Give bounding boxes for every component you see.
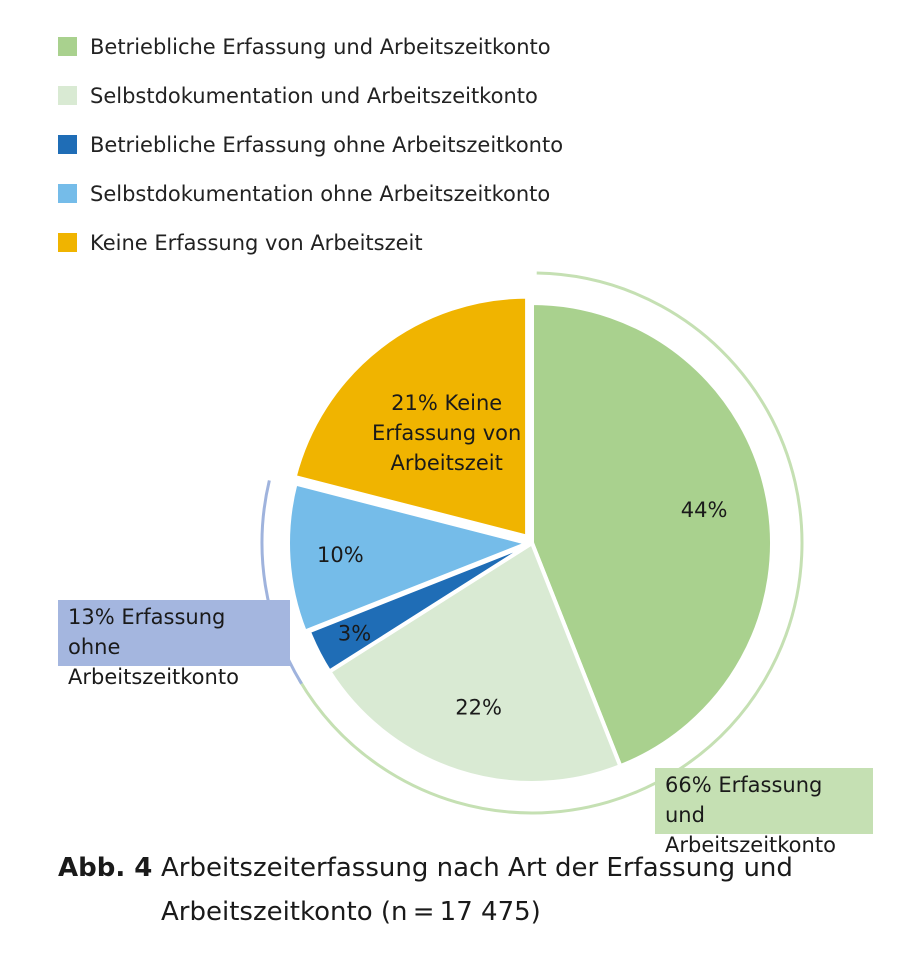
caption-text: Arbeitszeiterfassung nach Art der Erfass…: [161, 853, 793, 927]
legend-swatch: [58, 86, 77, 105]
group-callout-with-account: 66% Erfassung und Arbeitszeitkonto: [655, 768, 873, 857]
pie-slice: [292, 294, 530, 540]
legend-label: Selbstdokumentation und Arbeitszeitkonto: [90, 83, 538, 108]
group-arc-with-account: [297, 271, 804, 815]
pie-slice: [286, 481, 535, 635]
legend-item: Selbstdokumentation und Arbeitszeitkonto: [58, 71, 563, 120]
legend-label: Keine Erfassung von Arbeitszeit: [90, 230, 423, 255]
legend-item: Betriebliche Erfassung ohne Arbeitszeitk…: [58, 120, 563, 169]
legend-swatch: [58, 184, 77, 203]
legend-swatch: [58, 233, 77, 252]
slice-label: 44%: [681, 498, 728, 522]
legend-label: Selbstdokumentation ohne Arbeitszeitkont…: [90, 181, 551, 206]
pie-slice: [326, 540, 623, 785]
legend-item: Selbstdokumentation ohne Arbeitszeitkont…: [58, 169, 563, 218]
slice-label: 21% Keine Erfassung von Arbeitszeit: [372, 391, 521, 475]
legend-swatch: [58, 37, 77, 56]
legend-label: Betriebliche Erfassung ohne Arbeitszeitk…: [90, 132, 564, 157]
legend-item: Betriebliche Erfassung und Arbeitszeitko…: [58, 22, 563, 71]
group-callout-without-account: 13% Erfassung ohne Arbeitszeitkonto: [58, 600, 290, 689]
legend-swatch: [58, 135, 77, 154]
caption-label: Abb. 4: [58, 853, 153, 883]
pie-slice: [530, 300, 774, 769]
slice-label: 3%: [338, 621, 371, 645]
slice-label: 10%: [317, 543, 364, 567]
legend-label: Betriebliche Erfassung und Arbeitszeitko…: [90, 34, 551, 59]
slice-label: 22%: [455, 695, 502, 719]
legend: Betriebliche Erfassung und Arbeitszeitko…: [58, 22, 563, 267]
legend-item: Keine Erfassung von Arbeitszeit: [58, 218, 563, 267]
